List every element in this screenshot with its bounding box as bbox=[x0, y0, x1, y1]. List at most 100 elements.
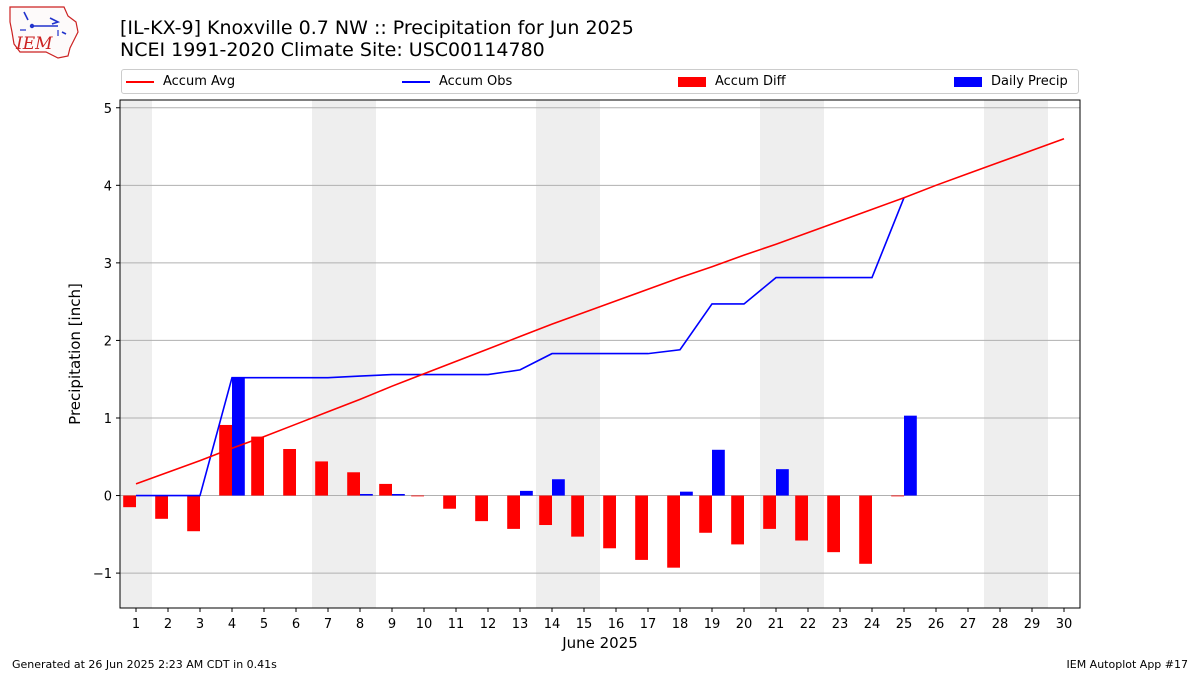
accum-diff-bar bbox=[827, 495, 840, 553]
accum-diff-bar bbox=[155, 495, 168, 519]
accum-avg-line bbox=[135, 138, 1065, 485]
x-tick-label: 7 bbox=[324, 617, 332, 632]
legend-label-accum-obs: Accum Obs bbox=[439, 74, 513, 89]
accum-diff-bar bbox=[571, 495, 584, 537]
daily-precip-bar bbox=[232, 377, 245, 496]
iem-logo: IEM bbox=[6, 4, 82, 60]
x-tick-label: 25 bbox=[896, 617, 913, 632]
legend-item-accum-obs: Accum Obs bbox=[402, 74, 512, 89]
legend-item-daily-precip: Daily Precip bbox=[954, 74, 1068, 89]
accum-diff-bar bbox=[667, 495, 680, 568]
x-tick-label: 12 bbox=[480, 617, 497, 632]
x-tick-label: 11 bbox=[448, 617, 465, 632]
accum-diff-bar bbox=[475, 495, 488, 522]
y-axis-label: Precipitation [inch] bbox=[66, 283, 84, 425]
plot-frame bbox=[119, 99, 1081, 609]
accum-diff-bar bbox=[219, 424, 232, 496]
x-tick-label: 2 bbox=[164, 617, 172, 632]
x-tick-label: 15 bbox=[576, 617, 593, 632]
y-tick-label: 4 bbox=[104, 179, 112, 194]
legend-swatch-accum-obs bbox=[402, 80, 430, 83]
chart-legend: Accum Avg Accum Obs Accum Diff Daily Pre… bbox=[121, 69, 1079, 94]
x-tick-label: 8 bbox=[356, 617, 364, 632]
iem-logo-graphic: IEM bbox=[9, 6, 79, 59]
x-tick-label: 23 bbox=[832, 617, 849, 632]
y-tick-label: 0 bbox=[104, 490, 112, 505]
x-tick-label: 18 bbox=[672, 617, 689, 632]
daily-precip-bar bbox=[776, 469, 789, 496]
x-axis-label: June 2025 bbox=[562, 634, 638, 652]
x-tick-label: 21 bbox=[768, 617, 785, 632]
x-tick-label: 10 bbox=[416, 617, 433, 632]
accum-diff-bar bbox=[763, 495, 776, 529]
legend-label-daily-precip: Daily Precip bbox=[991, 74, 1068, 89]
x-tick-label: 20 bbox=[736, 617, 753, 632]
x-tick-label: 27 bbox=[960, 617, 977, 632]
weekend-band bbox=[760, 100, 824, 608]
accum-diff-bar bbox=[731, 495, 744, 545]
legend-swatch-accum-diff bbox=[678, 76, 706, 87]
accum-diff-bar bbox=[891, 495, 904, 497]
chart-title: [IL-KX-9] Knoxville 0.7 NW :: Precipitat… bbox=[120, 17, 634, 39]
accum-diff-bar bbox=[507, 495, 520, 529]
daily-precip-bar bbox=[904, 415, 917, 496]
weekend-band bbox=[312, 100, 376, 608]
x-tick-label: 26 bbox=[928, 617, 945, 632]
daily-precip-bar bbox=[360, 493, 373, 496]
x-tick-label: 16 bbox=[608, 617, 625, 632]
accum-diff-bar bbox=[347, 472, 360, 496]
x-tick-label: 29 bbox=[1024, 617, 1041, 632]
x-tick-label: 24 bbox=[864, 617, 881, 632]
x-tick-label: 19 bbox=[704, 617, 721, 632]
footer-generated-text: Generated at 26 Jun 2025 2:23 AM CDT in … bbox=[12, 658, 277, 671]
y-tick-label: 5 bbox=[104, 102, 112, 117]
legend-swatch-daily-precip bbox=[954, 76, 982, 87]
legend-label-accum-diff: Accum Diff bbox=[715, 74, 786, 89]
accum-diff-bar bbox=[251, 436, 264, 496]
daily-precip-bar bbox=[552, 479, 565, 496]
x-tick-label: 3 bbox=[196, 617, 204, 632]
y-tick-label: 1 bbox=[104, 412, 112, 427]
legend-swatch-accum-avg bbox=[126, 80, 154, 83]
logo-text: IEM bbox=[15, 34, 53, 54]
legend-item-accum-avg: Accum Avg bbox=[126, 74, 235, 89]
daily-precip-bar bbox=[392, 493, 405, 496]
x-tick-label: 1 bbox=[132, 617, 140, 632]
accum-diff-bar bbox=[635, 495, 648, 560]
accum-diff-bar bbox=[379, 483, 392, 496]
accum-diff-bar bbox=[315, 461, 328, 496]
accum-obs-line bbox=[136, 197, 905, 497]
x-tick-label: 14 bbox=[544, 617, 561, 632]
weekend-band bbox=[120, 100, 152, 608]
accum-diff-bar bbox=[187, 495, 200, 532]
accum-diff-bar bbox=[699, 495, 712, 533]
daily-precip-bar bbox=[520, 490, 533, 496]
x-tick-label: 5 bbox=[260, 617, 268, 632]
x-tick-label: 6 bbox=[292, 617, 300, 632]
x-tick-label: 22 bbox=[800, 617, 817, 632]
y-tick-label: −1 bbox=[93, 567, 112, 582]
x-tick-label: 28 bbox=[992, 617, 1009, 632]
footer-app-text: IEM Autoplot App #17 bbox=[1066, 658, 1189, 671]
legend-item-accum-diff: Accum Diff bbox=[678, 74, 786, 89]
weekend-band bbox=[984, 100, 1048, 608]
x-tick-label: 13 bbox=[512, 617, 529, 632]
accum-diff-bar bbox=[539, 495, 552, 526]
daily-precip-bar bbox=[680, 491, 693, 496]
accum-diff-bar bbox=[123, 495, 136, 508]
y-tick-label: 2 bbox=[104, 334, 112, 349]
accum-diff-bar bbox=[795, 495, 808, 541]
daily-precip-bar bbox=[712, 449, 725, 496]
accum-diff-bar bbox=[859, 495, 872, 564]
accum-diff-bar bbox=[411, 495, 424, 497]
chart-subtitle: NCEI 1991-2020 Climate Site: USC00114780 bbox=[120, 39, 545, 61]
legend-label-accum-avg: Accum Avg bbox=[163, 74, 236, 89]
x-tick-label: 9 bbox=[388, 617, 396, 632]
accum-diff-bar bbox=[443, 495, 456, 509]
y-tick-label: 3 bbox=[104, 257, 112, 272]
x-tick-label: 17 bbox=[640, 617, 657, 632]
x-tick-label: 4 bbox=[228, 617, 236, 632]
accum-diff-bar bbox=[603, 495, 616, 549]
accum-diff-bar bbox=[283, 449, 296, 496]
